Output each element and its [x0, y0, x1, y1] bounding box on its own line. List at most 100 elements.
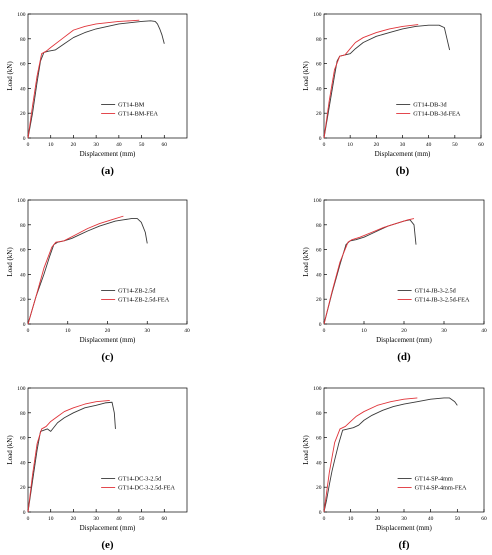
y-tick-label: 80	[316, 411, 322, 417]
y-tick-label: 80	[316, 37, 322, 43]
panel-label: (f)	[399, 539, 410, 550]
x-axis-label: Displacement (mm)	[376, 336, 432, 344]
series-line	[323, 218, 415, 325]
y-tick-label: 80	[316, 223, 322, 229]
plot-frame	[323, 199, 485, 325]
legend-label: GT14-JB-3-2.5d-FEA	[415, 297, 470, 304]
x-tick-label: 40	[184, 328, 190, 334]
legend-label: GT14-DC-3-2.5d	[118, 476, 162, 483]
x-tick-label: 40	[116, 516, 122, 522]
y-tick-label: 40	[316, 86, 322, 92]
legend-label: GT14-SP-4mm-FEA	[415, 485, 467, 492]
y-tick-label: 20	[20, 297, 26, 303]
chart-panel: 0 10 20 30 40 50 60 0 20 40 60 80 100 Displacement (m…	[302, 12, 484, 177]
y-tick-label: 20	[316, 111, 322, 117]
panel-label: (d)	[397, 351, 411, 363]
x-tick-label: 10	[48, 516, 54, 522]
y-axis-label: Load (kN)	[6, 247, 14, 277]
x-axis-label: Displacement (mm)	[80, 336, 136, 344]
x-tick-label: 0	[27, 328, 30, 334]
x-tick-label: 10	[347, 142, 353, 148]
series-line	[27, 19, 140, 139]
chart-panel: 0 10 20 30 40 50 60 0 20 40 60 80 100 Displacement (m…	[6, 12, 188, 177]
y-tick-label: 60	[20, 62, 26, 68]
series-line	[323, 24, 451, 139]
y-tick-label: 0	[23, 136, 26, 142]
y-tick-label: 100	[313, 12, 322, 18]
y-tick-label: 20	[316, 297, 322, 303]
x-tick-label: 10	[48, 142, 54, 148]
y-tick-label: 40	[316, 272, 322, 278]
y-axis-label: Load (kN)	[302, 435, 310, 465]
series-line	[323, 397, 418, 513]
x-tick-label: 0	[323, 328, 326, 334]
x-tick-label: 0	[27, 142, 30, 148]
x-tick-label: 30	[145, 328, 151, 334]
y-tick-label: 40	[20, 86, 26, 92]
x-axis-label: Displacement (mm)	[376, 524, 432, 532]
x-tick-label: 20	[105, 328, 111, 334]
plot-frame	[323, 13, 482, 139]
x-tick-label: 60	[481, 516, 487, 522]
x-tick-label: 0	[323, 142, 326, 148]
y-axis-label: Load (kN)	[302, 61, 310, 91]
y-tick-label: 40	[316, 460, 322, 466]
legend-label: GT14-DC-3-2.5d-FEA	[118, 485, 175, 492]
x-tick-label: 10	[65, 328, 71, 334]
series-line	[27, 399, 110, 513]
y-tick-label: 0	[23, 322, 26, 328]
series-line	[323, 219, 417, 325]
chart-panel: 0 10 20 30 40 0 20 40 60 80 100 Displacement (mm) Lo…	[6, 198, 190, 363]
panel-label: (e)	[101, 539, 114, 550]
chart-panel: 0 10 20 30 40 50 60 0 20 40 60 80 100 Displacement (m…	[302, 386, 487, 551]
x-tick-label: 20	[401, 328, 407, 334]
plot-frame	[27, 199, 188, 325]
y-tick-label: 60	[316, 248, 322, 254]
plot-frame	[27, 387, 188, 513]
x-tick-label: 60	[162, 516, 168, 522]
x-tick-label: 30	[400, 142, 406, 148]
legend-label: GT14-ZB-2.5d-FEA	[118, 297, 170, 304]
panel-label: (a)	[101, 165, 114, 177]
x-tick-label: 50	[452, 142, 458, 148]
x-tick-label: 50	[455, 516, 461, 522]
series-line	[27, 20, 165, 139]
x-tick-label: 10	[361, 328, 367, 334]
y-axis-label: Load (kN)	[6, 435, 14, 465]
x-tick-label: 30	[93, 516, 99, 522]
y-tick-label: 100	[17, 198, 26, 204]
y-tick-label: 80	[20, 411, 26, 417]
chart-panel: 0 10 20 30 40 50 60 0 20 40 60 80 100 Displacement (m…	[6, 386, 188, 551]
x-tick-label: 50	[139, 142, 145, 148]
panel-label: (c)	[101, 351, 114, 363]
y-tick-label: 20	[20, 485, 26, 491]
x-tick-label: 40	[481, 328, 487, 334]
x-tick-label: 30	[93, 142, 99, 148]
legend-label: GT14-JB-3-2.5d	[415, 288, 457, 295]
y-tick-label: 100	[313, 386, 322, 392]
series-line	[323, 24, 419, 139]
x-axis-label: Displacement (mm)	[80, 150, 136, 158]
legend-label: GT14-ZB-2.5d	[118, 288, 156, 295]
panel-label: (b)	[396, 165, 410, 177]
legend-label: GT14-DB-3d	[413, 102, 447, 109]
y-tick-label: 100	[17, 386, 26, 392]
y-axis-label: Load (kN)	[302, 247, 310, 277]
x-tick-label: 10	[348, 516, 354, 522]
legend-label: GT14-DB-3d-FEA	[413, 111, 461, 118]
x-axis-label: Displacement (mm)	[80, 524, 136, 532]
y-tick-label: 60	[316, 62, 322, 68]
series-line	[323, 397, 458, 513]
x-tick-label: 20	[375, 516, 381, 522]
x-tick-label: 50	[139, 516, 145, 522]
y-tick-label: 0	[23, 510, 26, 516]
legend-label: GT14-SP-4mm	[415, 476, 453, 483]
series-line	[27, 401, 116, 513]
plot-frame	[27, 13, 188, 139]
y-tick-label: 20	[20, 111, 26, 117]
x-tick-label: 60	[162, 142, 168, 148]
x-tick-label: 60	[478, 142, 484, 148]
y-tick-label: 100	[313, 198, 322, 204]
y-tick-label: 80	[20, 37, 26, 43]
